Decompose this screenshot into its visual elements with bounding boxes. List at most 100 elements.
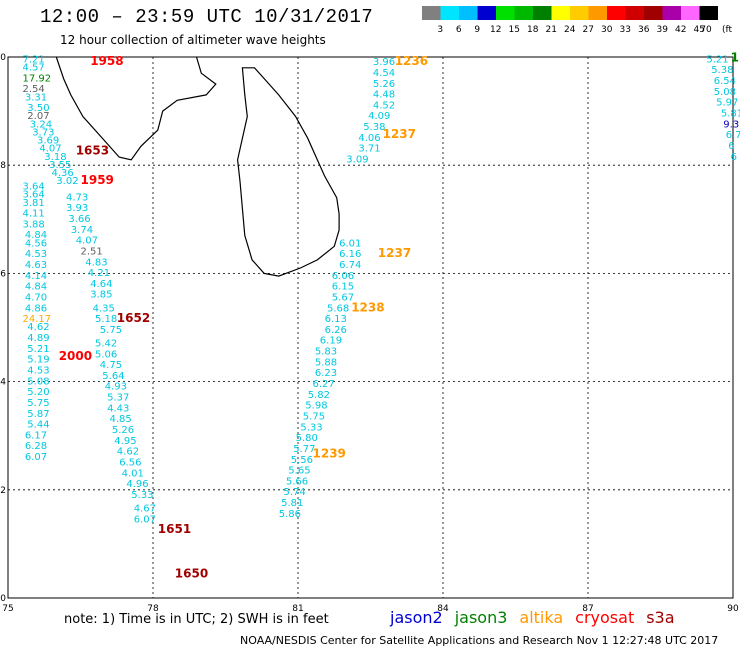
wave-height-value: 6.06 xyxy=(332,271,354,282)
scale-swatch xyxy=(459,6,478,20)
wave-height-value: 5.33 xyxy=(300,422,322,433)
scale-swatch xyxy=(496,6,515,20)
legend-entry-jason2: jason2 xyxy=(390,608,443,627)
wave-height-value: 3.64 xyxy=(23,190,45,201)
lon-tick-label: 90 xyxy=(727,604,739,614)
lat-tick-label: 2 xyxy=(0,486,6,496)
wave-height-value: 3.66 xyxy=(68,214,90,225)
scale-swatch xyxy=(514,6,533,20)
wave-height-value: 6.23 xyxy=(315,368,337,379)
satellite-track: 4.733.933.663.744.072.514.834.214.643.85… xyxy=(66,173,122,336)
wave-height-value: 4.36 xyxy=(52,168,74,179)
wave-height-value: 4.70 xyxy=(25,292,47,303)
wave-height-value: 4.14 xyxy=(25,271,47,282)
wave-height-value: 5.38 xyxy=(363,122,385,133)
scale-label: 30 xyxy=(601,25,613,35)
satellite-track: 1650 xyxy=(175,566,208,580)
wave-height-value: 4.54 xyxy=(373,68,395,79)
track-time-label: 1237 xyxy=(383,127,416,141)
lon-tick-label: 87 xyxy=(582,604,593,614)
track-time-label: 2000 xyxy=(59,349,92,363)
scale-label: 36 xyxy=(638,25,650,35)
wave-height-value: 3.93 xyxy=(66,203,88,214)
scale-label: 21 xyxy=(546,25,557,35)
wave-height-value: 4.07 xyxy=(76,236,98,247)
wave-height-value: 4.62 xyxy=(117,447,139,458)
wave-height-value: 4.01 xyxy=(122,468,144,479)
wave-height-value: 5.81 xyxy=(281,498,303,509)
track-time-label: 1958 xyxy=(90,54,123,68)
wave-height-value: 2.51 xyxy=(81,247,103,258)
scale-swatch xyxy=(570,6,589,20)
track-time-label: 1238 xyxy=(351,300,384,314)
wave-height-value: 3.09 xyxy=(346,155,368,166)
legend-entry-cryosat: cryosat xyxy=(575,608,635,627)
wave-height-value: 5.82 xyxy=(308,390,330,401)
sri-lanka-coastline xyxy=(236,67,340,277)
map-frame xyxy=(7,56,734,599)
scale-swatch xyxy=(625,6,644,20)
wave-height-value: 4.83 xyxy=(85,257,107,268)
wave-height-value: 4.64 xyxy=(90,279,112,290)
credit-line: NOAA/NESDIS Center for Satellite Applica… xyxy=(240,634,719,647)
wave-height-value: 3.85 xyxy=(90,290,112,301)
satellite-track: 7.214.5717.922.543.313.502.073.243.733.6… xyxy=(23,54,124,187)
satellite-track: 3.964.545.264.484.524.095.384.063.713.09… xyxy=(346,54,428,165)
wave-height-value: 5.75 xyxy=(303,412,325,423)
wave-height-value: 4.73 xyxy=(66,192,88,203)
wave-height-value: 6.56 xyxy=(119,458,141,469)
wave-height-value: 5.67 xyxy=(332,292,354,303)
scale-swatch xyxy=(681,6,700,20)
satellite-track: 1652 xyxy=(117,311,150,325)
wave-height-value: 2.07 xyxy=(27,111,49,122)
track-time-label: 1650 xyxy=(175,566,208,580)
wave-height-value: 5.86 xyxy=(279,509,301,520)
wave-height-value: 5.98 xyxy=(305,401,327,412)
wave-height-value: 4.63 xyxy=(25,260,47,271)
wave-height-value: 4.89 xyxy=(27,333,49,344)
lon-tick-label: 78 xyxy=(147,604,159,614)
wave-height-value: 3.96 xyxy=(373,57,395,68)
scale-swatch xyxy=(422,6,441,20)
track-time-label: 1239 xyxy=(313,446,346,460)
wave-height-value: 5.20 xyxy=(27,387,49,398)
scale-label: 15 xyxy=(509,25,520,35)
wave-height-value: 4.35 xyxy=(93,303,115,314)
scale-swatch xyxy=(440,6,459,20)
wave-height-value: 4.56 xyxy=(25,238,47,249)
satellite-track: 5.425.064.755.644.935.374.434.855.264.95… xyxy=(95,338,191,536)
wave-height-value: 4.11 xyxy=(23,209,45,220)
wave-height-value: 3.24 xyxy=(30,119,52,130)
scale-swatch xyxy=(588,6,607,20)
wave-height-value: 4.06 xyxy=(358,133,380,144)
wave-height-value: 5.68 xyxy=(327,303,349,314)
track-time-label: 1653 xyxy=(76,143,109,157)
wave-height-value: 4.53 xyxy=(25,249,47,260)
wave-height-value: 6.74 xyxy=(339,260,361,271)
page-title: 12:00 – 23:59 UTC 10/31/2017 xyxy=(40,6,374,28)
wave-height-value: 4.85 xyxy=(110,414,132,425)
wave-height-value: 5.66 xyxy=(286,476,308,487)
lon-tick-label: 84 xyxy=(437,604,449,614)
wave-height-value: 3.64 xyxy=(23,182,45,193)
legend-entry-altika: altika xyxy=(519,608,564,627)
wave-height-value: 5.64 xyxy=(102,371,124,382)
wave-height-value: 5.42 xyxy=(95,338,117,349)
wave-height-value: 5.38 xyxy=(711,65,733,76)
scale-swatch xyxy=(699,6,718,20)
lat-tick-label: 8 xyxy=(0,161,6,171)
wave-height-value: 4.67 xyxy=(134,503,156,514)
wave-height-value: 3.50 xyxy=(27,103,49,114)
wave-height-value: 6.16 xyxy=(339,249,361,260)
track-time-label: 1237 xyxy=(378,246,411,260)
units-note: note: 1) Time is in UTC; 2) SWH is in fe… xyxy=(64,612,329,627)
wave-height-value: 6.26 xyxy=(325,325,347,336)
track-time-label: 1236 xyxy=(395,54,428,68)
satellite-track: 1239 xyxy=(313,446,346,460)
wave-height-value: 5.77 xyxy=(293,444,315,455)
scale-label: 42 xyxy=(675,25,686,35)
track-time-label: 1959 xyxy=(81,173,114,187)
wave-height-value: 5.56 xyxy=(291,455,313,466)
wave-height-value: 3.88 xyxy=(23,219,45,230)
